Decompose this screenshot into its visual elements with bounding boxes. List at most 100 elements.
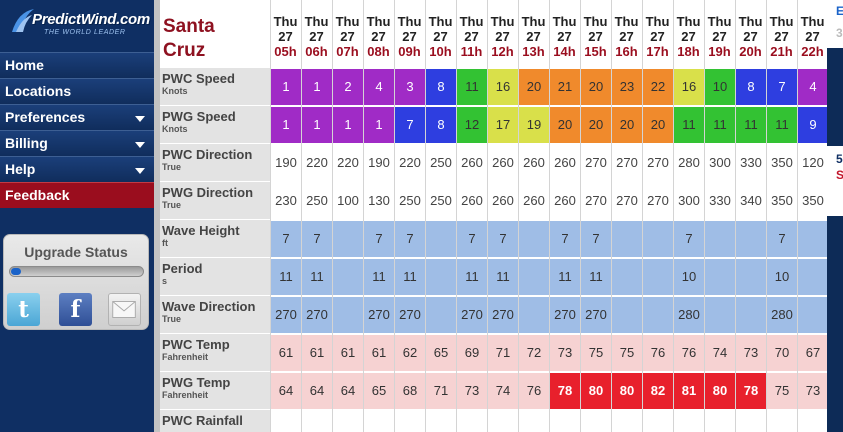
row-label-title: PWC Speed	[162, 71, 235, 86]
forecast-cell	[333, 221, 363, 257]
upgrade-status-panel: Upgrade Status t f	[3, 234, 149, 330]
forecast-cell: 61	[333, 335, 363, 371]
grid-line	[611, 0, 612, 432]
row-label-title: PWG Speed	[162, 109, 236, 124]
hour-headers: Thu 27 05h Thu 27 06h Thu 27 07h Thu 27 08h Thu 27 09h…	[270, 10, 827, 68]
twitter-button[interactable]: t	[7, 293, 40, 326]
forecast-cell: 78	[736, 373, 766, 409]
facebook-icon: f	[70, 296, 81, 323]
hour-header[interactable]: Thu 27 20h	[735, 14, 766, 59]
brand-name: PredictWind.com	[32, 11, 150, 28]
forecast-cell: 270	[302, 297, 332, 333]
hour-header[interactable]: Thu 27 07h	[332, 14, 363, 59]
hour-header[interactable]: Thu 27 08h	[363, 14, 394, 59]
forecast-cell: 62	[395, 335, 425, 371]
hour-date: 27	[650, 29, 665, 44]
forecast-cell: 260	[550, 183, 580, 219]
hour-header[interactable]: Thu 27 21h	[766, 14, 797, 59]
forecast-cell: 270	[581, 183, 611, 219]
row-label-title: Wave Direction	[162, 299, 256, 314]
grid-line	[735, 0, 736, 432]
hour-header[interactable]: Thu 27 13h	[518, 14, 549, 59]
row-label-unit: True	[162, 314, 182, 324]
hour-day: Thu	[304, 14, 329, 29]
hour-day: Thu	[676, 14, 701, 29]
forecast-cell: 20	[550, 107, 580, 143]
forecast-cell: 71	[426, 373, 456, 409]
forecast-cell: 190	[271, 145, 301, 181]
hour-time: 13h	[522, 44, 545, 59]
grid-row: 64 64 64 65 68 71 73 74 76 78 80 80 82 81 80 78 75 73	[270, 372, 827, 410]
forecast-cell: 20	[581, 69, 611, 105]
hour-time: 07h	[336, 44, 359, 59]
forecast-cell	[736, 297, 766, 333]
forecast-cell: 300	[674, 183, 704, 219]
grid-line	[580, 0, 581, 432]
nav-item-feedback[interactable]: Feedback	[0, 182, 154, 208]
forecast-cell: 7	[674, 221, 704, 257]
forecast-cell: 250	[426, 145, 456, 181]
facebook-button[interactable]: f	[59, 293, 92, 326]
forecast-cell	[426, 259, 456, 295]
hour-day: Thu	[738, 14, 763, 29]
hour-header[interactable]: Thu 27 15h	[580, 14, 611, 59]
forecast-cell: 10	[674, 259, 704, 295]
forecast-cell: 20	[581, 107, 611, 143]
forecast-cell	[643, 221, 673, 257]
nav-item-preferences[interactable]: Preferences	[0, 104, 154, 130]
hour-header[interactable]: Thu 27 16h	[611, 14, 642, 59]
row-label-unit: True	[162, 162, 182, 172]
hour-header[interactable]: Thu 27 14h	[549, 14, 580, 59]
forecast-cell: 81	[674, 373, 704, 409]
forecast-cell	[612, 297, 642, 333]
hour-date: 27	[743, 29, 758, 44]
nav-item-help[interactable]: Help	[0, 156, 154, 182]
forecast-cell	[798, 259, 827, 295]
brand-logo[interactable]: PredictWind.com THE WORLD LEADER	[4, 4, 154, 44]
caret-down-icon	[135, 168, 145, 174]
hour-header[interactable]: Thu 27 17h	[642, 14, 673, 59]
forecast-cell: 2	[333, 69, 363, 105]
hour-header[interactable]: Thu 27 11h	[456, 14, 487, 59]
hour-date: 27	[805, 29, 820, 44]
hour-time: 20h	[739, 44, 762, 59]
forecast-cell	[519, 297, 549, 333]
nav-item-label: Locations	[5, 83, 72, 99]
forecast-cell: 11	[767, 107, 797, 143]
nav-item-locations[interactable]: Locations	[0, 78, 154, 104]
hour-time: 12h	[491, 44, 514, 59]
forecast-cell	[426, 297, 456, 333]
forecast-cell: 230	[271, 183, 301, 219]
hour-day: Thu	[614, 14, 639, 29]
email-button[interactable]	[108, 293, 141, 326]
forecast-cell: 16	[674, 69, 704, 105]
forecast-cell: 20	[519, 69, 549, 105]
nav-item-home[interactable]: Home	[0, 52, 154, 78]
forecast-cell: 260	[488, 183, 518, 219]
hour-time: 05h	[274, 44, 297, 59]
hour-header[interactable]: Thu 27 05h	[270, 14, 301, 59]
hour-header[interactable]: Thu 27 06h	[301, 14, 332, 59]
hour-header[interactable]: Thu 27 12h	[487, 14, 518, 59]
forecast-cell: 7	[364, 221, 394, 257]
hour-header[interactable]: Thu 27 10h	[425, 14, 456, 59]
hour-day: Thu	[490, 14, 515, 29]
forecast-cell: 11	[395, 259, 425, 295]
forecast-cell: 7	[271, 221, 301, 257]
row-label-unit: Fahrenheit	[162, 352, 209, 362]
hour-header[interactable]: Thu 27 19h	[704, 14, 735, 59]
right-panel-text-3: 5	[836, 152, 843, 166]
forecast-cell: 20	[612, 107, 642, 143]
forecast-cell: 73	[550, 335, 580, 371]
forecast-cell: 80	[581, 373, 611, 409]
forecast-cell: 67	[798, 335, 827, 371]
forecast-cell: 190	[364, 145, 394, 181]
nav-item-billing[interactable]: Billing	[0, 130, 154, 156]
brand-tagline: THE WORLD LEADER	[44, 29, 126, 36]
hour-header[interactable]: Thu 27 18h	[673, 14, 704, 59]
hour-date: 27	[433, 29, 448, 44]
hour-header[interactable]: Thu 27 09h	[394, 14, 425, 59]
envelope-icon	[112, 301, 136, 318]
hour-header[interactable]: Thu 27 22h	[797, 14, 827, 59]
upgrade-status-title: Upgrade Status	[24, 244, 128, 260]
